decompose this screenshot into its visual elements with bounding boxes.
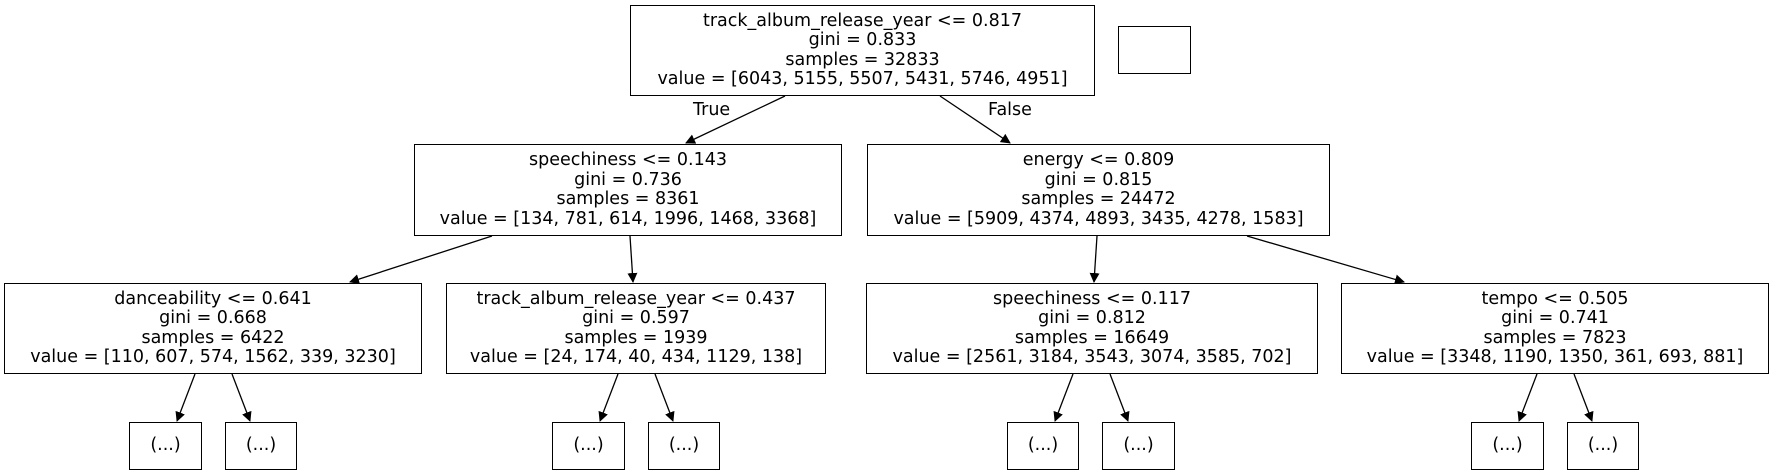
- node-samples: samples = 1939: [564, 327, 708, 348]
- node-value: value = [5909, 4374, 4893, 3435, 4278, 1…: [893, 208, 1304, 229]
- node-samples: samples = 16649: [1014, 327, 1170, 348]
- edge-tempo-to-leaf-1: [1517, 373, 1538, 422]
- truncated-node: (...): [129, 422, 202, 470]
- tree-node-speechiness: speechiness <= 0.143 gini = 0.736 sample…: [414, 144, 842, 236]
- node-gini: gini = 0.812: [1038, 308, 1146, 328]
- edge-root-to-speechiness: [685, 95, 786, 144]
- node-samples: samples = 24472: [1021, 189, 1176, 209]
- tree-node-danceability: danceability <= 0.641 gini = 0.668 sampl…: [4, 283, 422, 374]
- tree-node-root: track_album_release_year <= 0.817 gini =…: [630, 5, 1095, 96]
- legend-box: [1118, 26, 1191, 74]
- tree-node-release-year: track_album_release_year <= 0.437 gini =…: [446, 283, 826, 374]
- node-samples: samples = 7823: [1483, 327, 1627, 348]
- node-samples: samples = 32833: [785, 49, 940, 70]
- node-condition: track_album_release_year <= 0.817: [702, 10, 1023, 31]
- node-condition: danceability <= 0.641: [114, 288, 312, 309]
- edge-label-false: False: [988, 100, 1032, 120]
- edge-energy-to-speechiness: [1089, 235, 1100, 283]
- edge-label-true: True: [693, 100, 731, 120]
- node-value: value = [6043, 5155, 5507, 5431, 5746, 4…: [657, 69, 1068, 89]
- edge-release-year-to-leaf-2: [654, 373, 675, 422]
- truncated-node: (...): [1567, 422, 1639, 470]
- node-condition: track_album_release_year <= 0.437: [476, 288, 796, 309]
- edge-speechiness-to-danceability: [349, 235, 493, 284]
- node-gini: gini = 0.736: [574, 169, 682, 190]
- edge-tempo-to-leaf-2: [1573, 373, 1594, 422]
- edge-root-to-energy: [939, 95, 1011, 144]
- tree-node-energy: energy <= 0.809 gini = 0.815 samples = 2…: [867, 144, 1330, 236]
- truncated-node: (...): [648, 422, 720, 470]
- truncated-node: (...): [1007, 422, 1079, 470]
- truncated-node: (...): [552, 422, 625, 470]
- edge-energy-to-tempo: [1246, 235, 1405, 285]
- truncated-node: (...): [1102, 422, 1175, 470]
- node-gini: gini = 0.815: [1044, 169, 1153, 190]
- node-condition: energy <= 0.809: [1022, 150, 1175, 170]
- node-gini: gini = 0.597: [582, 308, 690, 328]
- truncated-node: (...): [225, 422, 297, 470]
- node-gini: gini = 0.741: [1501, 308, 1609, 328]
- node-samples: samples = 6422: [141, 327, 285, 348]
- node-value: value = [134, 781, 614, 1996, 1468, 3368…: [439, 208, 817, 229]
- node-samples: samples = 8361: [556, 189, 700, 209]
- node-value: value = [2561, 3184, 3543, 3074, 3585, 7…: [892, 347, 1292, 367]
- truncated-node: (...): [1471, 422, 1544, 470]
- node-value: value = [24, 174, 40, 434, 1129, 138]: [469, 347, 803, 367]
- edge-danceability-to-leaf-1: [175, 373, 196, 422]
- tree-node-speechiness-low: speechiness <= 0.117 gini = 0.812 sample…: [866, 283, 1318, 374]
- tree-node-tempo: tempo <= 0.505 gini = 0.741 samples = 78…: [1341, 283, 1769, 374]
- node-condition: tempo <= 0.505: [1481, 288, 1629, 309]
- node-gini: gini = 0.833: [808, 30, 917, 50]
- node-value: value = [110, 607, 574, 1562, 339, 3230]: [30, 347, 396, 367]
- edge-release-year-to-leaf-1: [598, 373, 619, 422]
- node-gini: gini = 0.668: [159, 308, 267, 328]
- edge-speechiness-low-to-leaf-2: [1109, 373, 1130, 422]
- node-value: value = [3348, 1190, 1350, 361, 693, 881…: [1366, 347, 1744, 367]
- node-condition: speechiness <= 0.143: [529, 150, 727, 170]
- edge-danceability-to-leaf-2: [231, 373, 252, 422]
- edge-speechiness-low-to-leaf-1: [1053, 373, 1074, 422]
- edge-speechiness-to-release-year: [627, 235, 638, 283]
- node-condition: speechiness <= 0.117: [993, 288, 1191, 309]
